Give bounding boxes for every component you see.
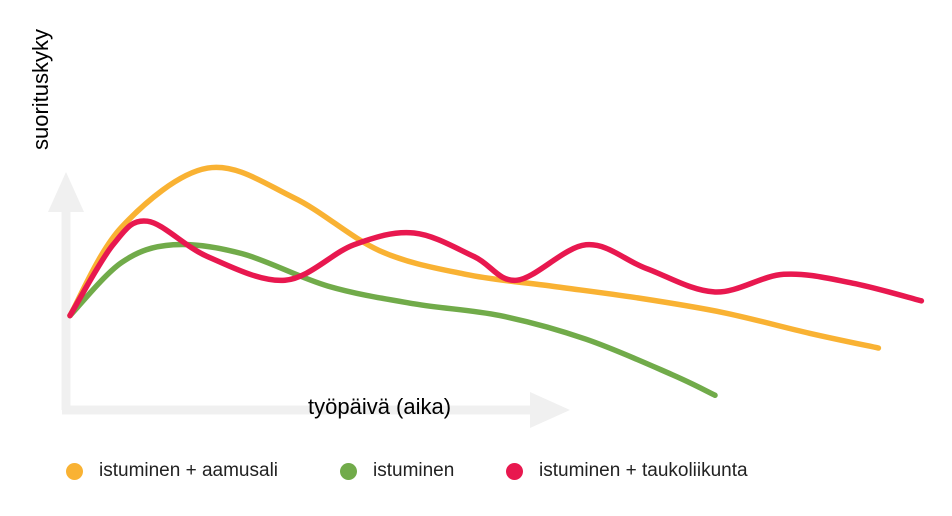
legend-dot [506,462,523,480]
series-line-2 [67,218,925,319]
legend-dot [340,462,357,480]
series-line-1 [67,241,718,398]
legend: istuminen + aamusali istuminen istuminen… [0,460,952,500]
legend-item: istuminen + aamusali [66,460,278,482]
y-axis-arrow [48,172,84,212]
x-axis-arrow [530,392,570,428]
legend-label: istuminen + aamusali [99,460,279,481]
series-lines [67,164,925,398]
legend-item: istuminen + taukoliikunta [506,460,748,482]
axes [48,172,570,428]
legend-label: istuminen [373,460,455,481]
legend-dot [66,462,83,480]
legend-item: istuminen [340,460,454,482]
series-line-0 [67,164,882,351]
y-axis-label: suorituskyky [28,28,53,150]
x-axis-label: työpäivä (aika) [308,394,452,419]
legend-label: istuminen + taukoliikunta [539,460,748,481]
